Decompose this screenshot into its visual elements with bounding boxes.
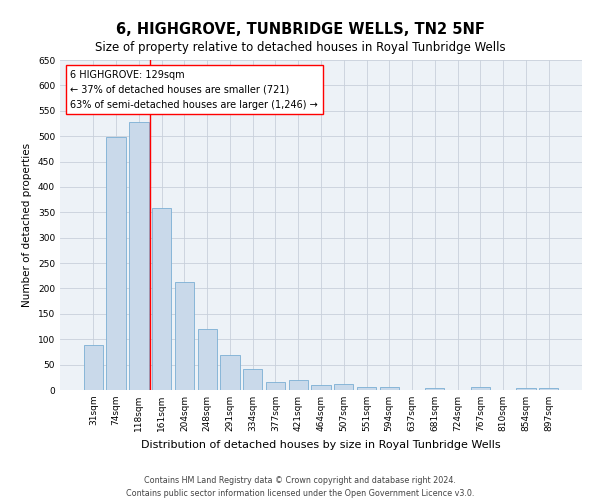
Bar (197, 329, 217, 390)
Bar (425, 388, 445, 390)
Bar (243, 368, 262, 390)
Bar (357, 387, 376, 390)
Y-axis label: Number of detached properties: Number of detached properties (22, 143, 32, 307)
Bar (106, 137, 126, 390)
Bar (129, 122, 149, 390)
Bar (470, 388, 490, 390)
Text: Size of property relative to detached houses in Royal Tunbridge Wells: Size of property relative to detached ho… (95, 41, 505, 54)
Bar (152, 208, 172, 390)
Bar (175, 282, 194, 390)
Bar (289, 380, 308, 390)
Bar (539, 388, 558, 390)
Bar (334, 384, 353, 390)
Bar (266, 382, 285, 390)
Bar (516, 388, 536, 390)
Bar (84, 346, 103, 390)
Bar (380, 388, 399, 390)
Text: 6, HIGHGROVE, TUNBRIDGE WELLS, TN2 5NF: 6, HIGHGROVE, TUNBRIDGE WELLS, TN2 5NF (116, 22, 484, 38)
X-axis label: Distribution of detached houses by size in Royal Tunbridge Wells: Distribution of detached houses by size … (141, 440, 501, 450)
Bar (220, 356, 239, 390)
Text: Contains HM Land Registry data © Crown copyright and database right 2024.
Contai: Contains HM Land Registry data © Crown c… (126, 476, 474, 498)
Text: 6 HIGHGROVE: 129sqm
← 37% of detached houses are smaller (721)
63% of semi-detac: 6 HIGHGROVE: 129sqm ← 37% of detached ho… (70, 70, 318, 110)
Bar (311, 385, 331, 390)
